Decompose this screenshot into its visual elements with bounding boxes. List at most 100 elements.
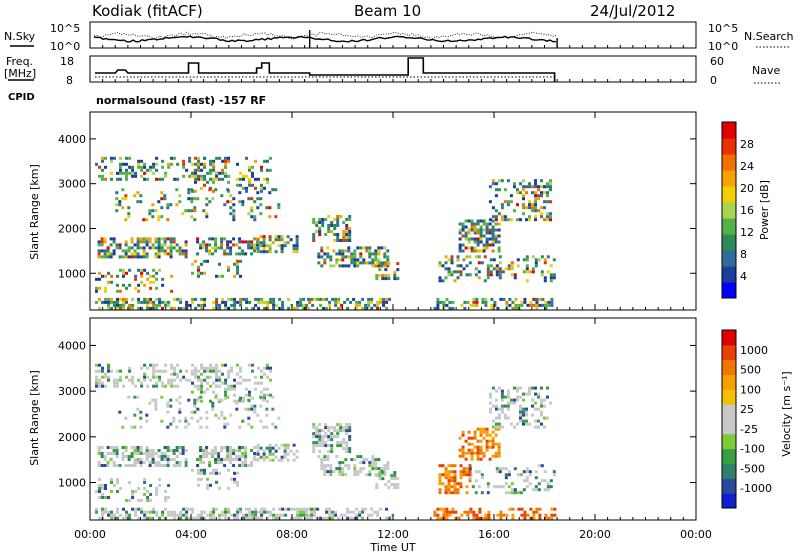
velocity-cell [179,510,183,514]
power-cell [214,249,218,253]
velocity-cell [494,442,498,446]
power-cell [510,261,514,265]
power-cell [335,261,339,265]
power-cell [124,252,128,256]
power-cell [497,240,501,244]
velocity-cell [163,452,167,455]
power-cell [325,297,329,301]
velocity-cell [318,423,322,427]
power-cell [250,246,254,250]
power-cell [475,300,479,304]
power-cell [130,237,134,241]
power-cell [468,261,472,265]
power-cell [176,297,180,301]
power-cell [396,277,400,281]
power-cell [549,185,552,189]
power-cell [170,306,174,310]
velocity-cell [103,455,107,458]
velocity-cell [318,432,322,436]
velocity-cell [537,425,540,429]
power-cell [461,234,465,238]
power-cell [375,262,379,266]
velocity-cell [516,491,520,495]
velocity-cell [472,513,476,517]
velocity-cell [170,378,174,382]
velocity-colorbar-segment [722,359,736,375]
velocity-cell [494,398,498,402]
velocity-cell [275,513,279,517]
velocity-cell [262,449,266,453]
velocity-cell [353,473,357,477]
power-cell [299,297,303,301]
power-cell [242,297,246,301]
power-cell [479,225,483,229]
power-cell [531,255,535,259]
power-cell [529,303,533,307]
velocity-cell [208,452,212,455]
velocity-cell [178,464,182,467]
velocity-cell [131,507,135,511]
power-cell [493,300,497,304]
power-cell [546,270,550,274]
power-cell [498,273,502,277]
power-cell [245,156,248,160]
power-cell [100,240,104,244]
velocity-cell [116,516,119,520]
velocity-cell [256,413,260,417]
power-cell [519,191,522,195]
power-cell [540,215,543,219]
velocity-cell [178,395,182,399]
power-cell [364,303,368,307]
power-cell [488,237,492,241]
velocity-cell [523,516,527,520]
power-cell [145,240,149,244]
velocity-cell [549,485,553,489]
power-cell [528,182,531,186]
velocity-cell [272,507,276,511]
velocity-cell [453,476,457,480]
velocity-cell [134,510,138,514]
velocity-cell [239,510,243,514]
velocity-cell [358,513,362,517]
velocity-cell [339,444,343,448]
velocity-cell [453,464,457,468]
power-cell [239,300,243,304]
velocity-cell [271,452,275,456]
power-cell [534,206,537,210]
velocity-cell [226,455,230,458]
velocity-cell [214,449,218,452]
power-cell [312,236,316,239]
velocity-cell [465,467,469,471]
power-cell [341,252,345,256]
velocity-cell [280,458,284,462]
velocity-cell [110,516,113,520]
velocity-cell [244,446,248,449]
velocity-cell [254,516,258,520]
power-cell [348,239,352,242]
power-cell [507,264,511,268]
velocity-cell [175,425,179,429]
velocity-cell [335,467,339,471]
velocity-cell [143,481,147,484]
power-cell [200,177,203,181]
power-cell [239,177,242,181]
power-cell [100,249,104,253]
velocity-cell [254,387,257,391]
velocity-cell [131,378,135,382]
velocity-cell [206,381,209,385]
velocity-cell [476,427,480,431]
power-cell [511,300,515,304]
velocity-cell [119,513,122,517]
power-cell [182,162,186,166]
velocity-cell [196,407,200,411]
velocity-cell [220,410,224,414]
velocity-cell [436,507,440,511]
nsearch-tick-bottom: 10^0 [708,40,738,53]
velocity-cell [271,446,275,450]
power-cell [519,182,522,186]
velocity-cell [453,485,457,489]
power-cell [476,249,480,253]
power-cell [263,300,267,304]
velocity-cell [509,422,513,426]
